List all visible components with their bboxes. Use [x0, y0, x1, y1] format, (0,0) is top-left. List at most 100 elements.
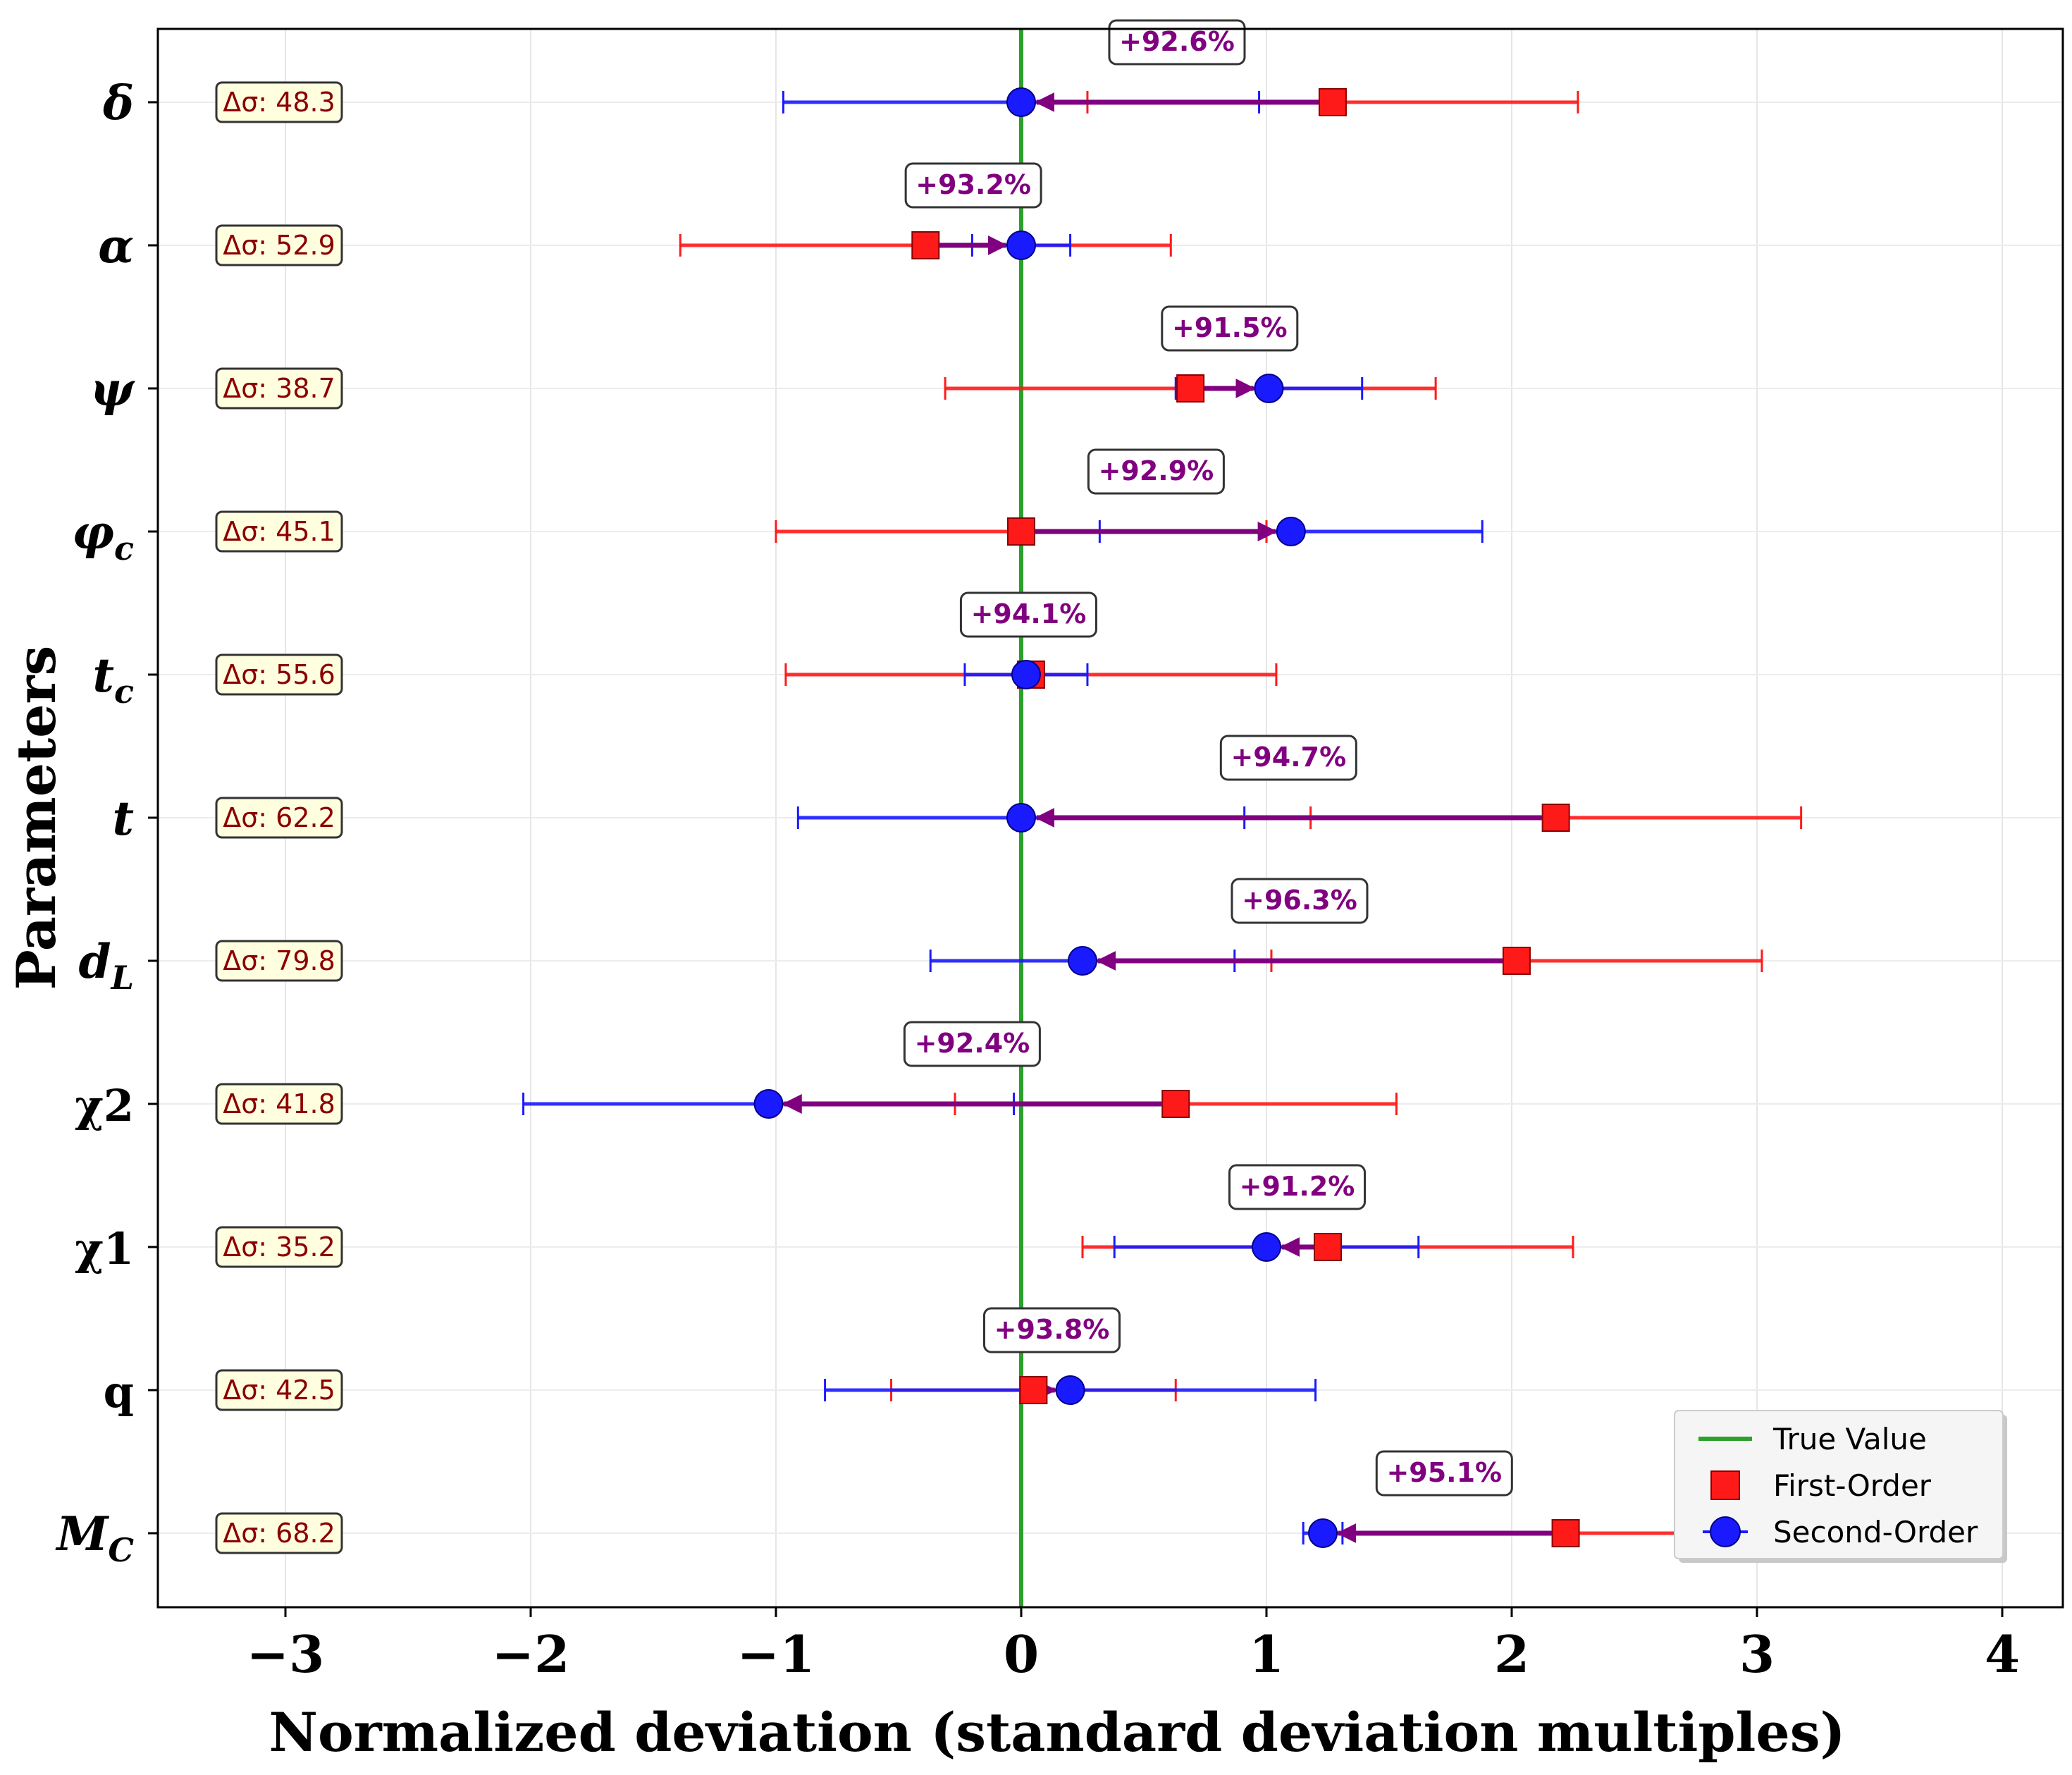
improvement-label: +92.9%: [1099, 455, 1214, 486]
second-order-point: [1011, 660, 1041, 689]
y-tick-label-main: φ: [72, 505, 114, 560]
y-tick-label: tc: [92, 648, 134, 711]
improvement-label: +94.1%: [971, 598, 1087, 629]
y-tick-label: t: [113, 791, 135, 846]
y-tick-label: δ: [102, 75, 134, 130]
y-tick-label: dL: [79, 934, 135, 997]
y-tick-label-main: χ2: [75, 1080, 134, 1131]
improvement-label: +91.5%: [1172, 312, 1288, 343]
improvement-label: +91.2%: [1240, 1171, 1355, 1202]
y-tick-label: φc: [72, 505, 134, 567]
second-order-point: [1006, 231, 1036, 260]
second-order-point: [1252, 1232, 1281, 1262]
legend-label: True Value: [1772, 1422, 1927, 1456]
improvement-box: [1219, 735, 1357, 781]
delta-sigma-box: [215, 1083, 343, 1125]
legend-label: First-Order: [1773, 1468, 1932, 1503]
y-tick-label-subscript: c: [114, 529, 134, 567]
first-order-point: [911, 231, 940, 259]
y-tick-label-main: M: [55, 1506, 109, 1561]
delta-sigma-box: [215, 1226, 343, 1268]
improvement-label: +93.8%: [994, 1314, 1110, 1345]
delta-sigma-box: [215, 653, 343, 696]
legend-first-order-swatch: [1710, 1470, 1740, 1500]
second-order-point: [1254, 374, 1284, 403]
improvement-label: +93.2%: [915, 169, 1031, 200]
delta-sigma-label: Δσ: 42.5: [223, 1375, 335, 1406]
delta-sigma-box: [215, 940, 343, 982]
y-tick-label: χ1: [75, 1223, 134, 1275]
second-order-point: [1276, 517, 1306, 546]
delta-sigma-box: [215, 367, 343, 410]
y-tick-label: α: [98, 219, 134, 274]
improvement-label: +92.6%: [1119, 26, 1235, 57]
y-tick-label-main: ψ: [90, 362, 135, 417]
y-tick-label-main: t: [113, 791, 135, 846]
y-axis-title: Parameters: [5, 646, 68, 990]
delta-sigma-label: Δσ: 45.1: [223, 516, 335, 547]
improvement-box: [959, 591, 1097, 638]
y-axis-ticks: [148, 101, 158, 1535]
improvement-label: +94.7%: [1231, 742, 1346, 773]
y-tick-label: χ2: [75, 1080, 134, 1131]
delta-sigma-label: Δσ: 62.2: [223, 802, 335, 833]
y-tick-label-main: χ1: [75, 1223, 134, 1275]
delta-sigma-box: [215, 797, 343, 839]
y-tick-label-main: d: [79, 934, 111, 989]
delta-sigma-label: Δσ: 41.8: [223, 1088, 335, 1119]
plot-frame: [156, 27, 2064, 1609]
x-tick-label: 0: [1004, 1624, 1039, 1684]
y-tick-label: ψ: [90, 362, 135, 417]
x-tick-label: −1: [737, 1624, 815, 1684]
delta-sigma-label: Δσ: 35.2: [223, 1232, 335, 1263]
y-tick-label-subscript: L: [110, 959, 134, 997]
y-tick-label: MC: [55, 1506, 134, 1569]
first-order-point: [1502, 947, 1531, 975]
legend-box: [1674, 1410, 2004, 1559]
improvement-box: [904, 162, 1042, 209]
x-tick-label: 4: [1985, 1624, 2020, 1684]
legend-label: Second-Order: [1773, 1515, 1978, 1549]
improvement-box: [983, 1307, 1121, 1353]
first-order-point: [1161, 1090, 1190, 1118]
y-tick-label: q: [104, 1366, 134, 1418]
first-order-point: [1551, 1519, 1580, 1547]
improvement-label: +96.3%: [1242, 885, 1357, 916]
legend: True Value First-Order Second-Order: [1674, 1410, 2007, 1563]
first-order-point: [1318, 88, 1347, 116]
x-axis-ticks: −3 −2 −1 0 1 2 3 4: [247, 1607, 2020, 1684]
x-tick-label: 1: [1249, 1624, 1284, 1684]
improvement-box: [903, 1021, 1041, 1067]
improvement-label: +92.4%: [915, 1028, 1030, 1059]
first-order-point: [1176, 374, 1205, 403]
x-tick-label: 2: [1494, 1624, 1529, 1684]
x-axis-title: Normalized deviation (standard deviation…: [269, 1701, 1845, 1764]
x-tick-label: −3: [247, 1624, 324, 1684]
delta-sigma-box: [215, 81, 343, 123]
improvement-box: [1228, 1164, 1366, 1210]
y-tick-label-subscript: c: [114, 672, 134, 711]
delta-sigma-label: Δσ: 52.9: [223, 230, 335, 261]
improvement-box: [1231, 878, 1369, 924]
delta-sigma-box: [215, 1369, 343, 1411]
x-tick-label: −2: [492, 1624, 569, 1684]
improvement-box: [1108, 19, 1246, 66]
second-order-point: [1006, 87, 1036, 117]
second-order-point: [1055, 1375, 1085, 1405]
delta-sigma-label: Δσ: 55.6: [223, 659, 335, 690]
data-series: [522, 87, 1813, 1548]
y-tick-label-main: δ: [102, 75, 134, 130]
y-tick-label-main: q: [104, 1366, 134, 1418]
y-tick-label-main: α: [98, 219, 134, 274]
y-tick-label-subscript: C: [108, 1531, 134, 1569]
annotations: Δσ: 48.3 +92.6% Δσ: 52.9 +93.2% Δσ: 38.7 +91.…: [215, 19, 1513, 1554]
improvement-box: [1087, 448, 1225, 495]
improvement-box: [1161, 305, 1299, 352]
improvement-label: +95.1%: [1386, 1457, 1502, 1488]
delta-sigma-box: [215, 510, 343, 553]
first-order-point: [1007, 517, 1035, 546]
first-order-point: [1541, 804, 1570, 832]
delta-sigma-label: Δσ: 48.3: [223, 87, 335, 118]
second-order-point: [1308, 1518, 1338, 1548]
